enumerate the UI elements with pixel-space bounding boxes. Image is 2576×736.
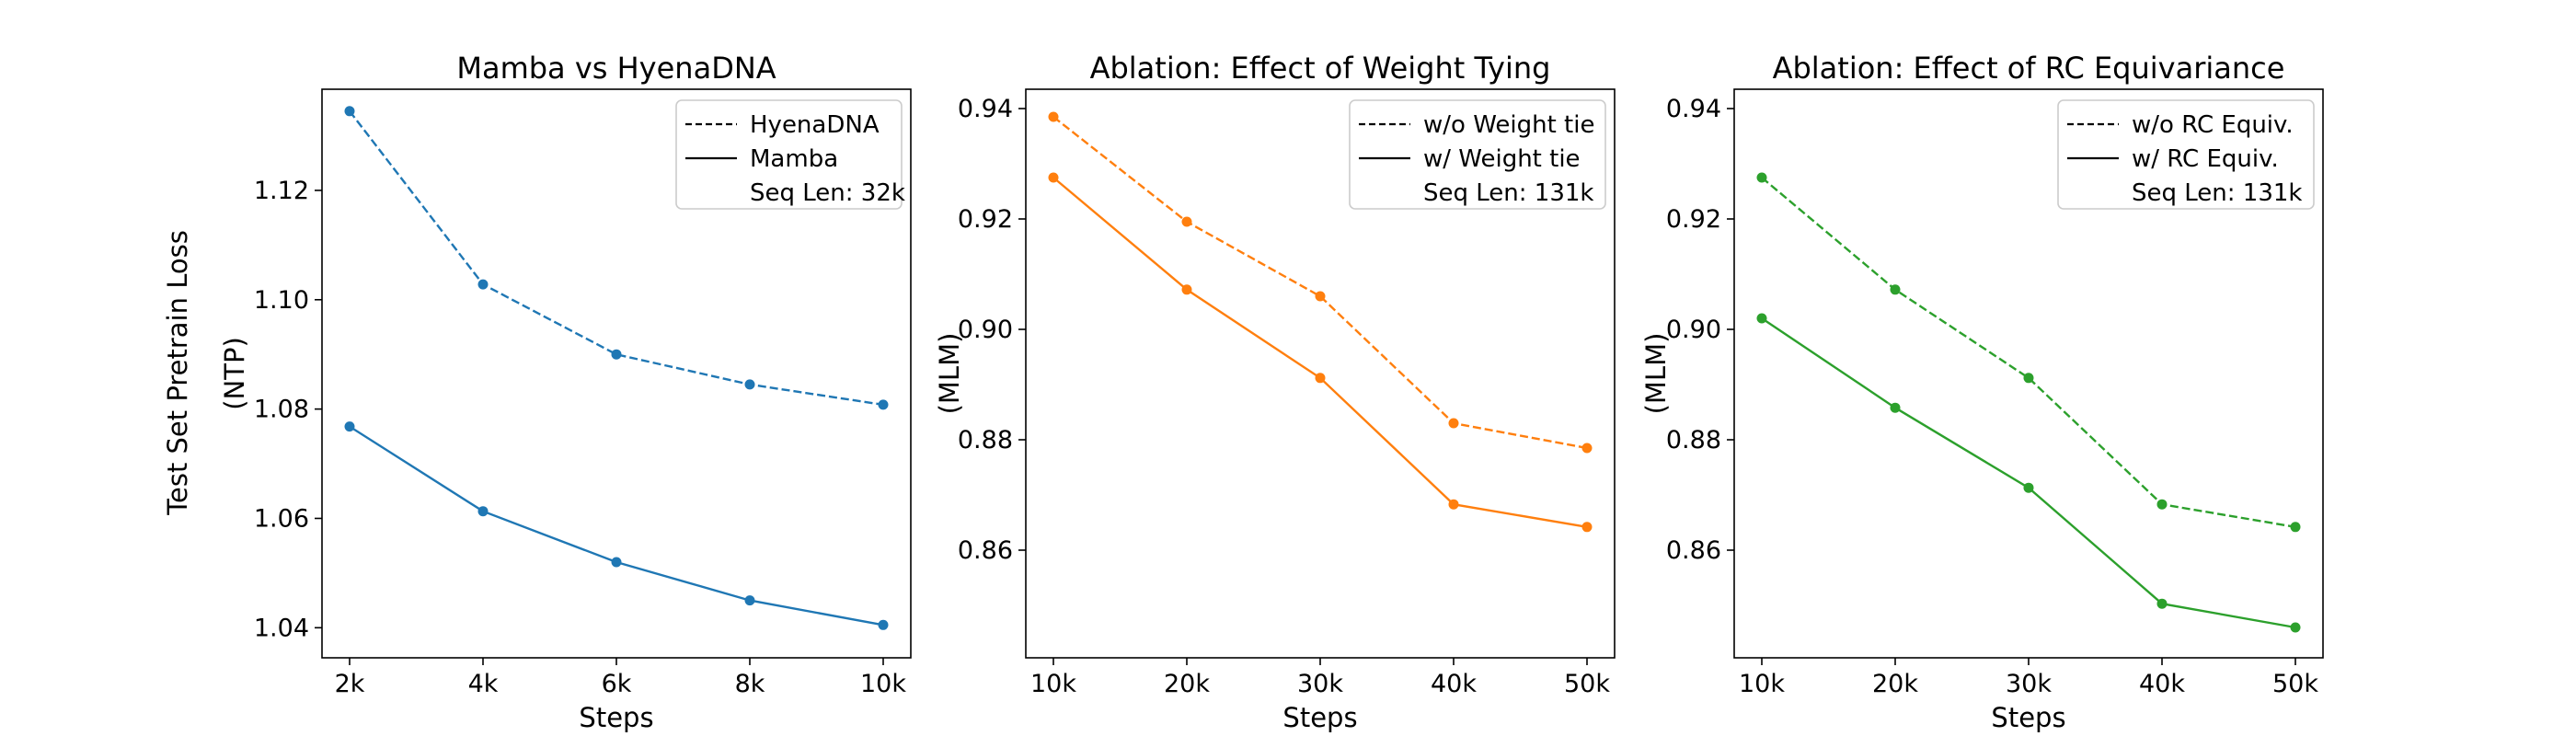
y-tick-label: 0.88 [958,426,1013,454]
data-point [1756,172,1767,183]
series-line-solid [1052,177,1588,528]
data-point [744,595,755,606]
chart-panel-3 [1727,88,2324,665]
data-point [1315,373,1326,384]
y-tick-label: 0.92 [958,205,1013,234]
data-point [744,379,755,390]
x-tick-label: 30k [2006,670,2052,698]
y-tick-label: 1.08 [254,396,309,424]
y-tick-label: 0.90 [1666,316,1721,344]
data-point [1448,499,1459,510]
data-point [2156,598,2168,609]
x-tick-label: 4k [468,670,499,698]
y-axis-label: (MLM) [934,333,965,415]
y-axis-label: (MLM) [1640,333,1672,415]
data-point [1448,418,1459,429]
x-tick-label: 10k [1030,670,1076,698]
series-line-dashed [1052,116,1588,450]
data-point [611,349,622,360]
data-point [477,279,489,290]
legend-note: Seq Len: 131k [1423,179,1593,207]
data-point [344,106,355,117]
x-axis-label: Steps [1282,702,1357,733]
data-point [1756,313,1767,324]
y-tick-label: 0.90 [958,316,1013,344]
legend-entry: HyenaDNA [750,111,880,139]
data-point [1581,522,1593,533]
legend-entry: Mamba [750,145,838,173]
x-axis-label: Steps [579,702,653,733]
legend-box [2057,99,2315,210]
shared-y-axis-label: Test Set Pretrain Loss [162,230,193,516]
chart-panel-2 [1018,88,1616,665]
x-tick-label: 30k [1297,670,1343,698]
data-point [1048,172,1059,183]
data-point [1581,443,1593,454]
data-point [1890,284,1901,295]
legend-note: Seq Len: 32k [750,179,905,207]
y-tick-label: 1.04 [254,614,309,642]
data-point [878,399,889,410]
legend-box [675,99,903,210]
data-point [878,619,889,630]
data-point [1181,216,1192,227]
data-point [344,421,355,432]
y-tick-label: 1.10 [254,286,309,315]
x-tick-label: 10k [1739,670,1785,698]
x-tick-label: 2k [335,670,365,698]
y-tick-label: 0.94 [958,95,1013,123]
data-point [2290,522,2301,533]
series-line-solid [349,425,884,627]
data-point [1048,111,1059,122]
data-point [1315,291,1326,302]
legend-entry: w/o Weight tie [1423,111,1594,139]
data-point [477,506,489,517]
y-tick-label: 0.94 [1666,95,1721,123]
x-tick-label: 40k [2139,670,2185,698]
data-point [1890,402,1901,413]
series-line-dashed [349,110,884,407]
x-tick-label: 20k [1164,670,1210,698]
chart-title: Ablation: Effect of Weight Tying [1090,51,1551,86]
chart-panel-1 [315,88,912,665]
y-tick-label: 0.86 [1666,536,1721,565]
x-tick-label: 10k [860,670,906,698]
y-tick-label: 0.92 [1666,205,1721,234]
x-tick-label: 20k [1872,670,1918,698]
x-tick-label: 8k [735,670,765,698]
y-tick-label: 0.88 [1666,426,1721,454]
y-tick-label: 0.86 [958,536,1013,565]
x-tick-label: 6k [602,670,632,698]
x-tick-label: 50k [1564,670,1610,698]
legend-note: Seq Len: 131k [2132,179,2302,207]
legend-entry: w/ Weight tie [1423,145,1581,173]
legend-box [1349,99,1606,210]
series-line-solid [1761,317,2296,629]
data-point [611,557,622,568]
y-tick-label: 1.06 [254,504,309,533]
data-point [1181,284,1192,295]
data-point [2156,499,2168,510]
series-line-dashed [1761,177,2296,528]
y-axis-label: (NTP) [219,337,250,410]
y-tick-label: 1.12 [254,177,309,205]
legend-entry: w/ RC Equiv. [2132,145,2279,173]
x-tick-label: 50k [2272,670,2318,698]
data-point [2023,482,2034,493]
x-tick-label: 40k [1431,670,1477,698]
data-point [2290,622,2301,633]
data-point [2023,373,2034,384]
chart-title: Mamba vs HyenaDNA [456,51,776,86]
chart-title: Ablation: Effect of RC Equivariance [1773,51,2285,86]
x-axis-label: Steps [1991,702,2065,733]
legend-entry: w/o RC Equiv. [2132,111,2294,139]
